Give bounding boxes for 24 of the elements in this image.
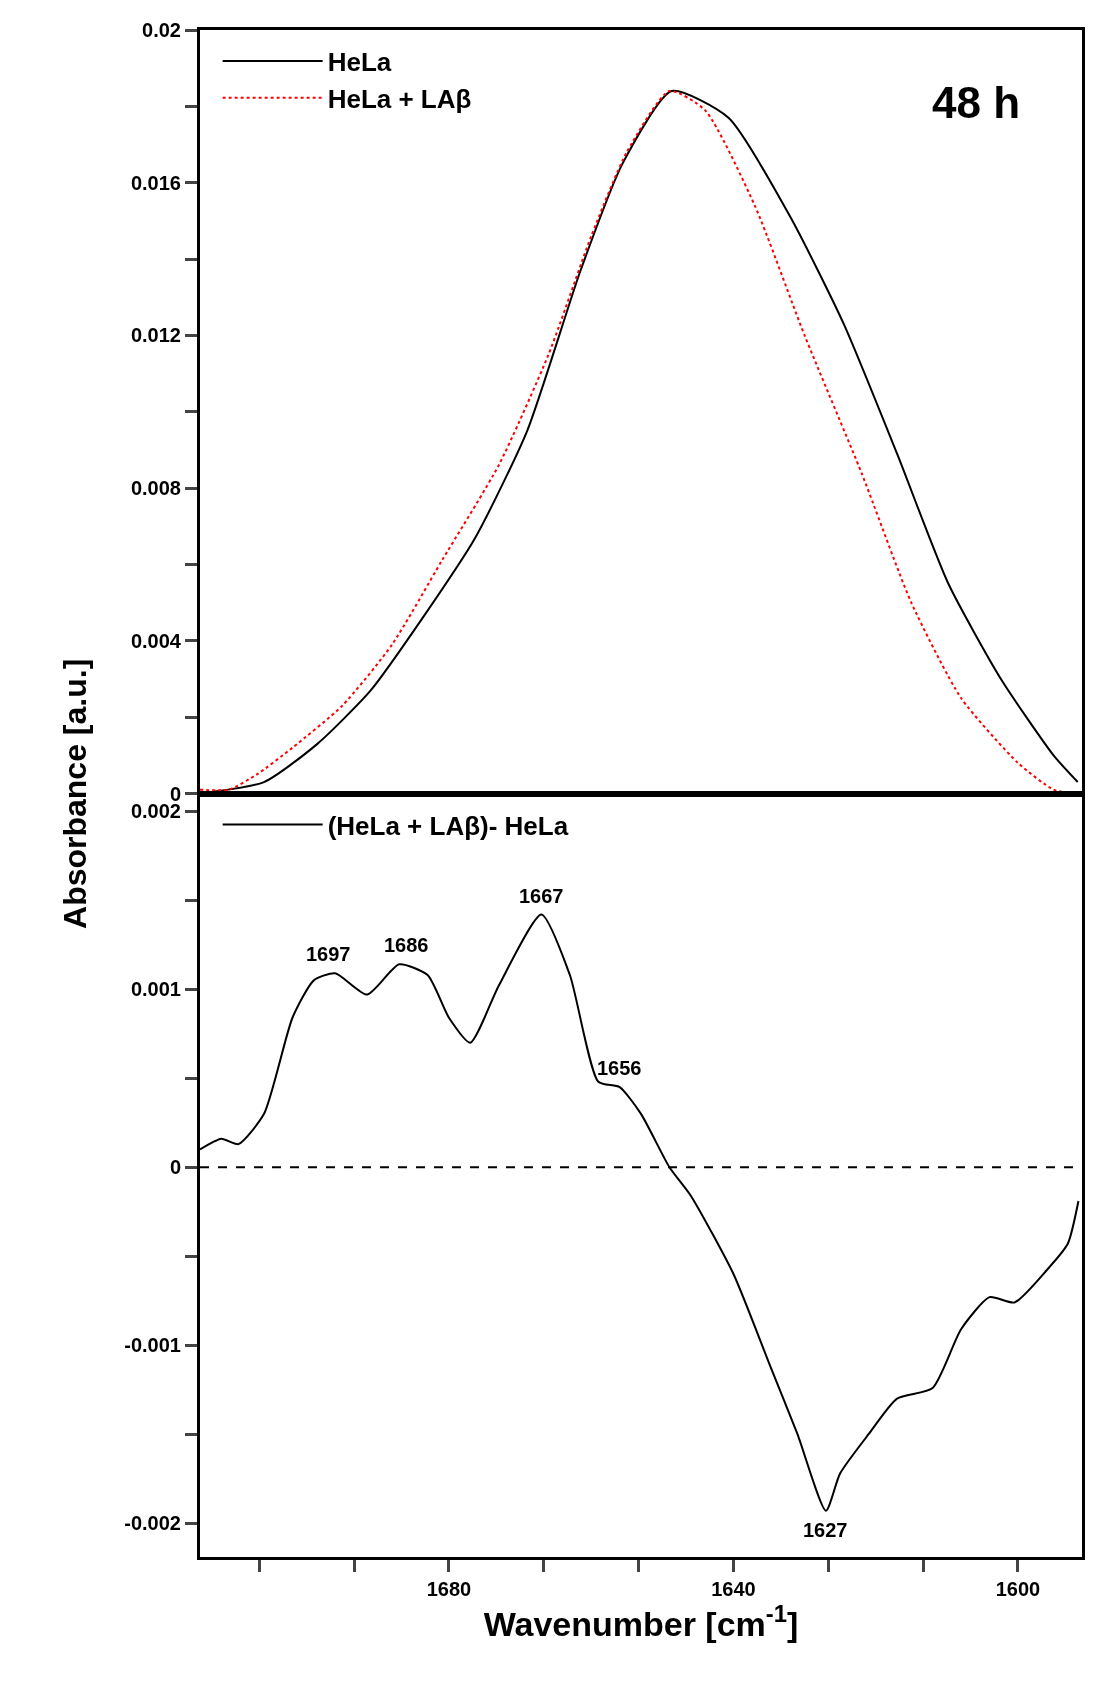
legend-label: (HeLa + LAβ)- HeLa — [327, 810, 569, 841]
y-tick-label: -0.001 — [124, 1334, 181, 1357]
legend-label: HeLa — [327, 47, 392, 78]
annotation: 48 h — [932, 78, 1021, 127]
x-tick-label: 1640 — [711, 1578, 756, 1600]
annotation: 1627 — [803, 1519, 848, 1541]
y-tick-label: 0.001 — [130, 978, 181, 1001]
annotation: 1697 — [306, 943, 351, 965]
legend-label: HeLa + LAβ — [327, 83, 472, 114]
line-series — [200, 913, 1080, 1512]
annotation: 1686 — [384, 934, 429, 956]
y-tick-label: 0.02 — [142, 19, 181, 41]
x-tick-label: 1600 — [995, 1578, 1041, 1600]
y-tick-label: -0.002 — [124, 1512, 181, 1535]
annotation: 1656 — [597, 1057, 642, 1079]
x-tick-label: 1680 — [426, 1578, 472, 1600]
y-tick-label: 0.016 — [130, 171, 181, 194]
y-tick-label: 0.012 — [130, 324, 181, 347]
y-tick-label: 0.008 — [130, 477, 181, 500]
y-axis-title: Absorbance [a.u.] — [56, 658, 93, 929]
x-axis-title: Wavenumber [cm$^{-1}$] — [483, 1600, 799, 1644]
annotation: 1667 — [519, 885, 564, 907]
y-tick-label: 0.004 — [130, 629, 182, 652]
y-tick-label: 0 — [169, 1156, 181, 1179]
